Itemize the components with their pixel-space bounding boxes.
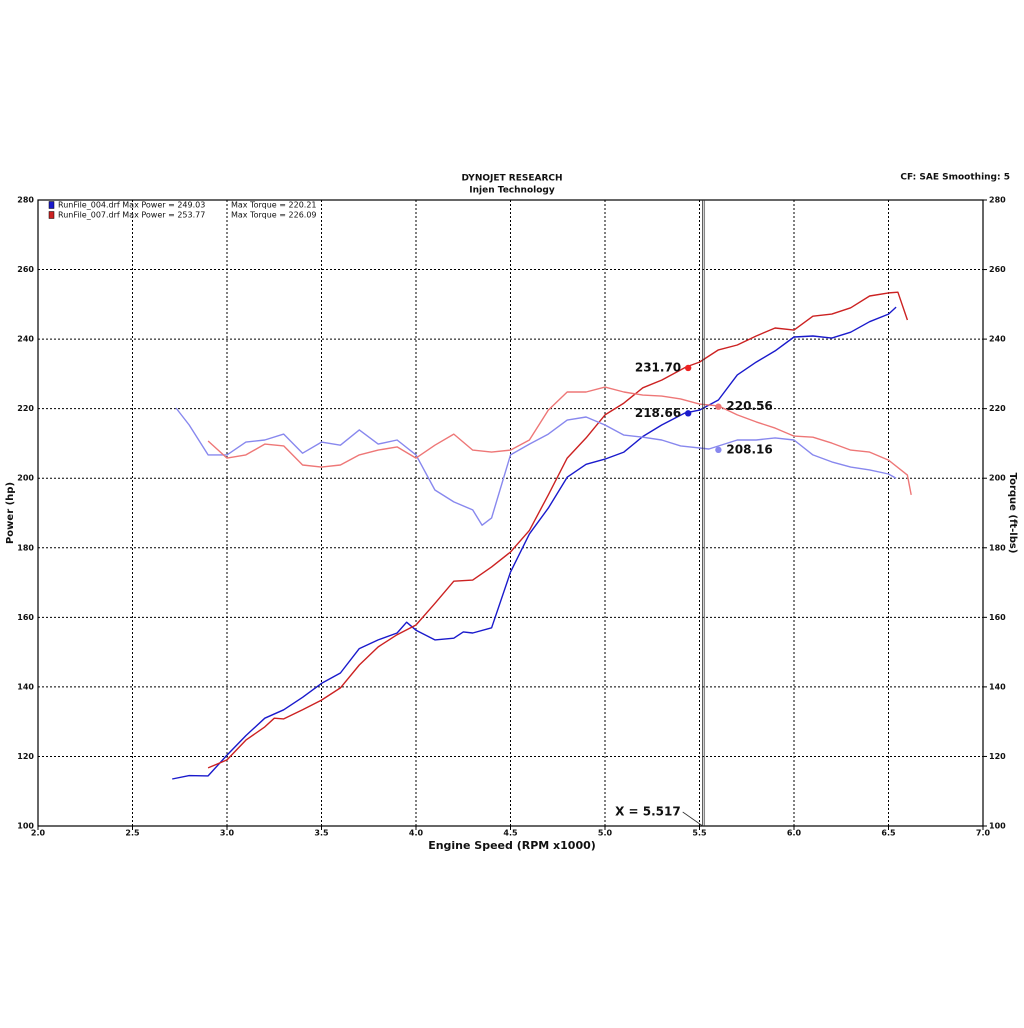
x-tick-label: 7.0 xyxy=(976,829,991,838)
y-tick-label: 140 xyxy=(17,682,34,691)
legend-torque: Max Torque = 226.09 xyxy=(231,211,317,220)
y-tick-label: 280 xyxy=(17,196,34,205)
y-tick-label: 120 xyxy=(17,752,34,761)
plot-frame xyxy=(37,199,984,827)
chart-subtitle: Injen Technology xyxy=(469,186,555,196)
y-tick-label: 100 xyxy=(17,822,34,831)
series-line xyxy=(207,386,912,496)
x-tick-label: 2.5 xyxy=(125,829,140,838)
cursor-label: X = 5.517 xyxy=(615,805,681,819)
legend-swatch xyxy=(48,201,55,209)
y2-tick-label: 140 xyxy=(989,682,1006,691)
x-tick-label: 4.5 xyxy=(503,829,518,838)
x-tick-label: 4.0 xyxy=(409,829,424,838)
y2-tick-label: 100 xyxy=(989,822,1006,831)
marker-dot xyxy=(715,403,722,410)
x-tick-label: 2.0 xyxy=(31,829,46,838)
marker-label: 220.56 xyxy=(726,399,772,413)
x-tick-label: 6.0 xyxy=(787,829,802,838)
y2-axis-label: Torque (ft-lbs) xyxy=(1007,473,1018,554)
x-tick-label: 5.0 xyxy=(598,829,613,838)
marker-label: 218.66 xyxy=(635,406,681,420)
legend-power: RunFile_007.drf Max Power = 253.77 xyxy=(58,211,205,220)
chart-title: DYNOJET RESEARCH xyxy=(461,174,562,184)
legend-swatch xyxy=(48,211,55,219)
x-tick-label: 3.5 xyxy=(314,829,329,838)
x-tick-label: 5.5 xyxy=(692,829,707,838)
legend-power: RunFile_004.drf Max Power = 249.03 xyxy=(58,201,205,210)
series-line xyxy=(172,306,897,780)
y-tick-label: 160 xyxy=(17,613,34,622)
legend-torque: Max Torque = 220.21 xyxy=(231,201,317,210)
y2-tick-label: 160 xyxy=(989,613,1006,622)
y-axis-label: Power (hp) xyxy=(5,482,16,544)
y-tick-label: 200 xyxy=(17,474,34,483)
x-tick-label: 6.5 xyxy=(881,829,896,838)
y-tick-label: 220 xyxy=(17,404,34,413)
y2-tick-label: 240 xyxy=(989,335,1006,344)
marker-dot xyxy=(715,446,722,454)
y2-tick-label: 200 xyxy=(989,474,1006,483)
y2-tick-label: 260 xyxy=(989,265,1006,274)
marker-dot xyxy=(684,364,692,372)
corner-note: CF: SAE Smoothing: 5 xyxy=(900,173,1010,183)
y-tick-label: 180 xyxy=(17,543,34,552)
marker-label: 231.70 xyxy=(635,360,681,374)
cursor-leader xyxy=(682,811,703,827)
y2-tick-label: 120 xyxy=(989,752,1006,761)
marker-label: 208.16 xyxy=(726,442,772,456)
y2-tick-label: 280 xyxy=(989,196,1006,205)
series-line xyxy=(175,407,897,526)
y2-tick-label: 180 xyxy=(989,543,1006,552)
series-line xyxy=(207,291,909,769)
x-tick-label: 3.0 xyxy=(220,829,235,838)
marker-dot xyxy=(684,410,692,417)
y2-tick-label: 220 xyxy=(989,404,1006,413)
y-tick-label: 240 xyxy=(17,335,34,344)
x-axis-label: Engine Speed (RPM x1000) xyxy=(428,839,596,852)
y-tick-label: 260 xyxy=(17,265,34,274)
